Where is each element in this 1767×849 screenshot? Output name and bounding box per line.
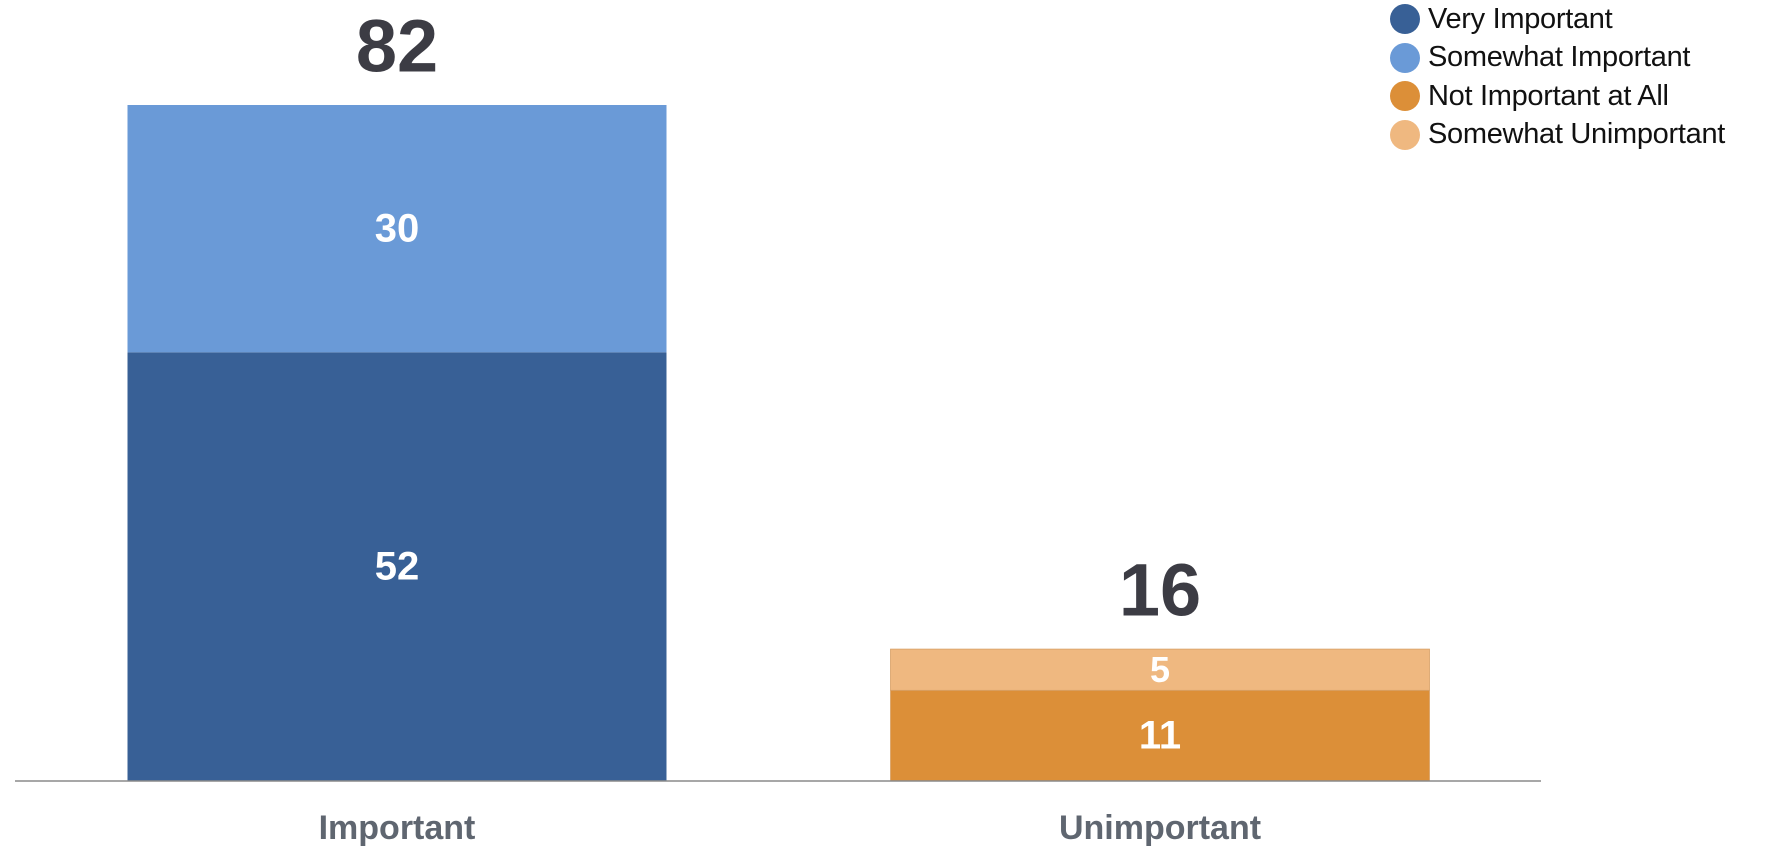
x-tick-label-important: Important — [319, 809, 476, 847]
legend-swatch — [1390, 119, 1420, 150]
bar-segment-somewhat-unimportant — [890, 648, 1430, 691]
legend-item-somewhat-important: Somewhat Important — [1390, 39, 1725, 78]
x-tick-label-unimportant: Unimportant — [1059, 809, 1261, 847]
legend-swatch — [1390, 81, 1420, 112]
legend-item-somewhat-unimportant: Somewhat Unimportant — [1390, 116, 1725, 155]
bar-segment-very-important — [127, 352, 667, 781]
data-label-very-important: 52 — [375, 545, 420, 589]
bar-segment-somewhat-important — [127, 105, 667, 353]
legend-item-very-important: Very Important — [1390, 0, 1725, 39]
total-label-important: 82 — [356, 5, 438, 88]
legend-label: Somewhat Important — [1428, 41, 1691, 74]
legend-item-not-important-at-all: Not Important at All — [1390, 77, 1725, 116]
legend-label: Somewhat Unimportant — [1428, 118, 1726, 151]
legend: Very Important Somewhat Important Not Impo… — [1390, 0, 1725, 154]
legend-label: Very Important — [1428, 2, 1613, 35]
data-label-not-important-at-all: 11 — [1139, 714, 1181, 758]
bar-segment-not-important-at-all — [890, 689, 1430, 782]
total-label-unimportant: 16 — [1119, 549, 1201, 632]
legend-swatch — [1390, 4, 1420, 35]
legend-swatch — [1390, 42, 1420, 73]
data-label-somewhat-unimportant: 5 — [1150, 649, 1170, 690]
data-label-somewhat-important: 30 — [375, 207, 420, 251]
legend-label: Not Important at All — [1428, 79, 1669, 112]
